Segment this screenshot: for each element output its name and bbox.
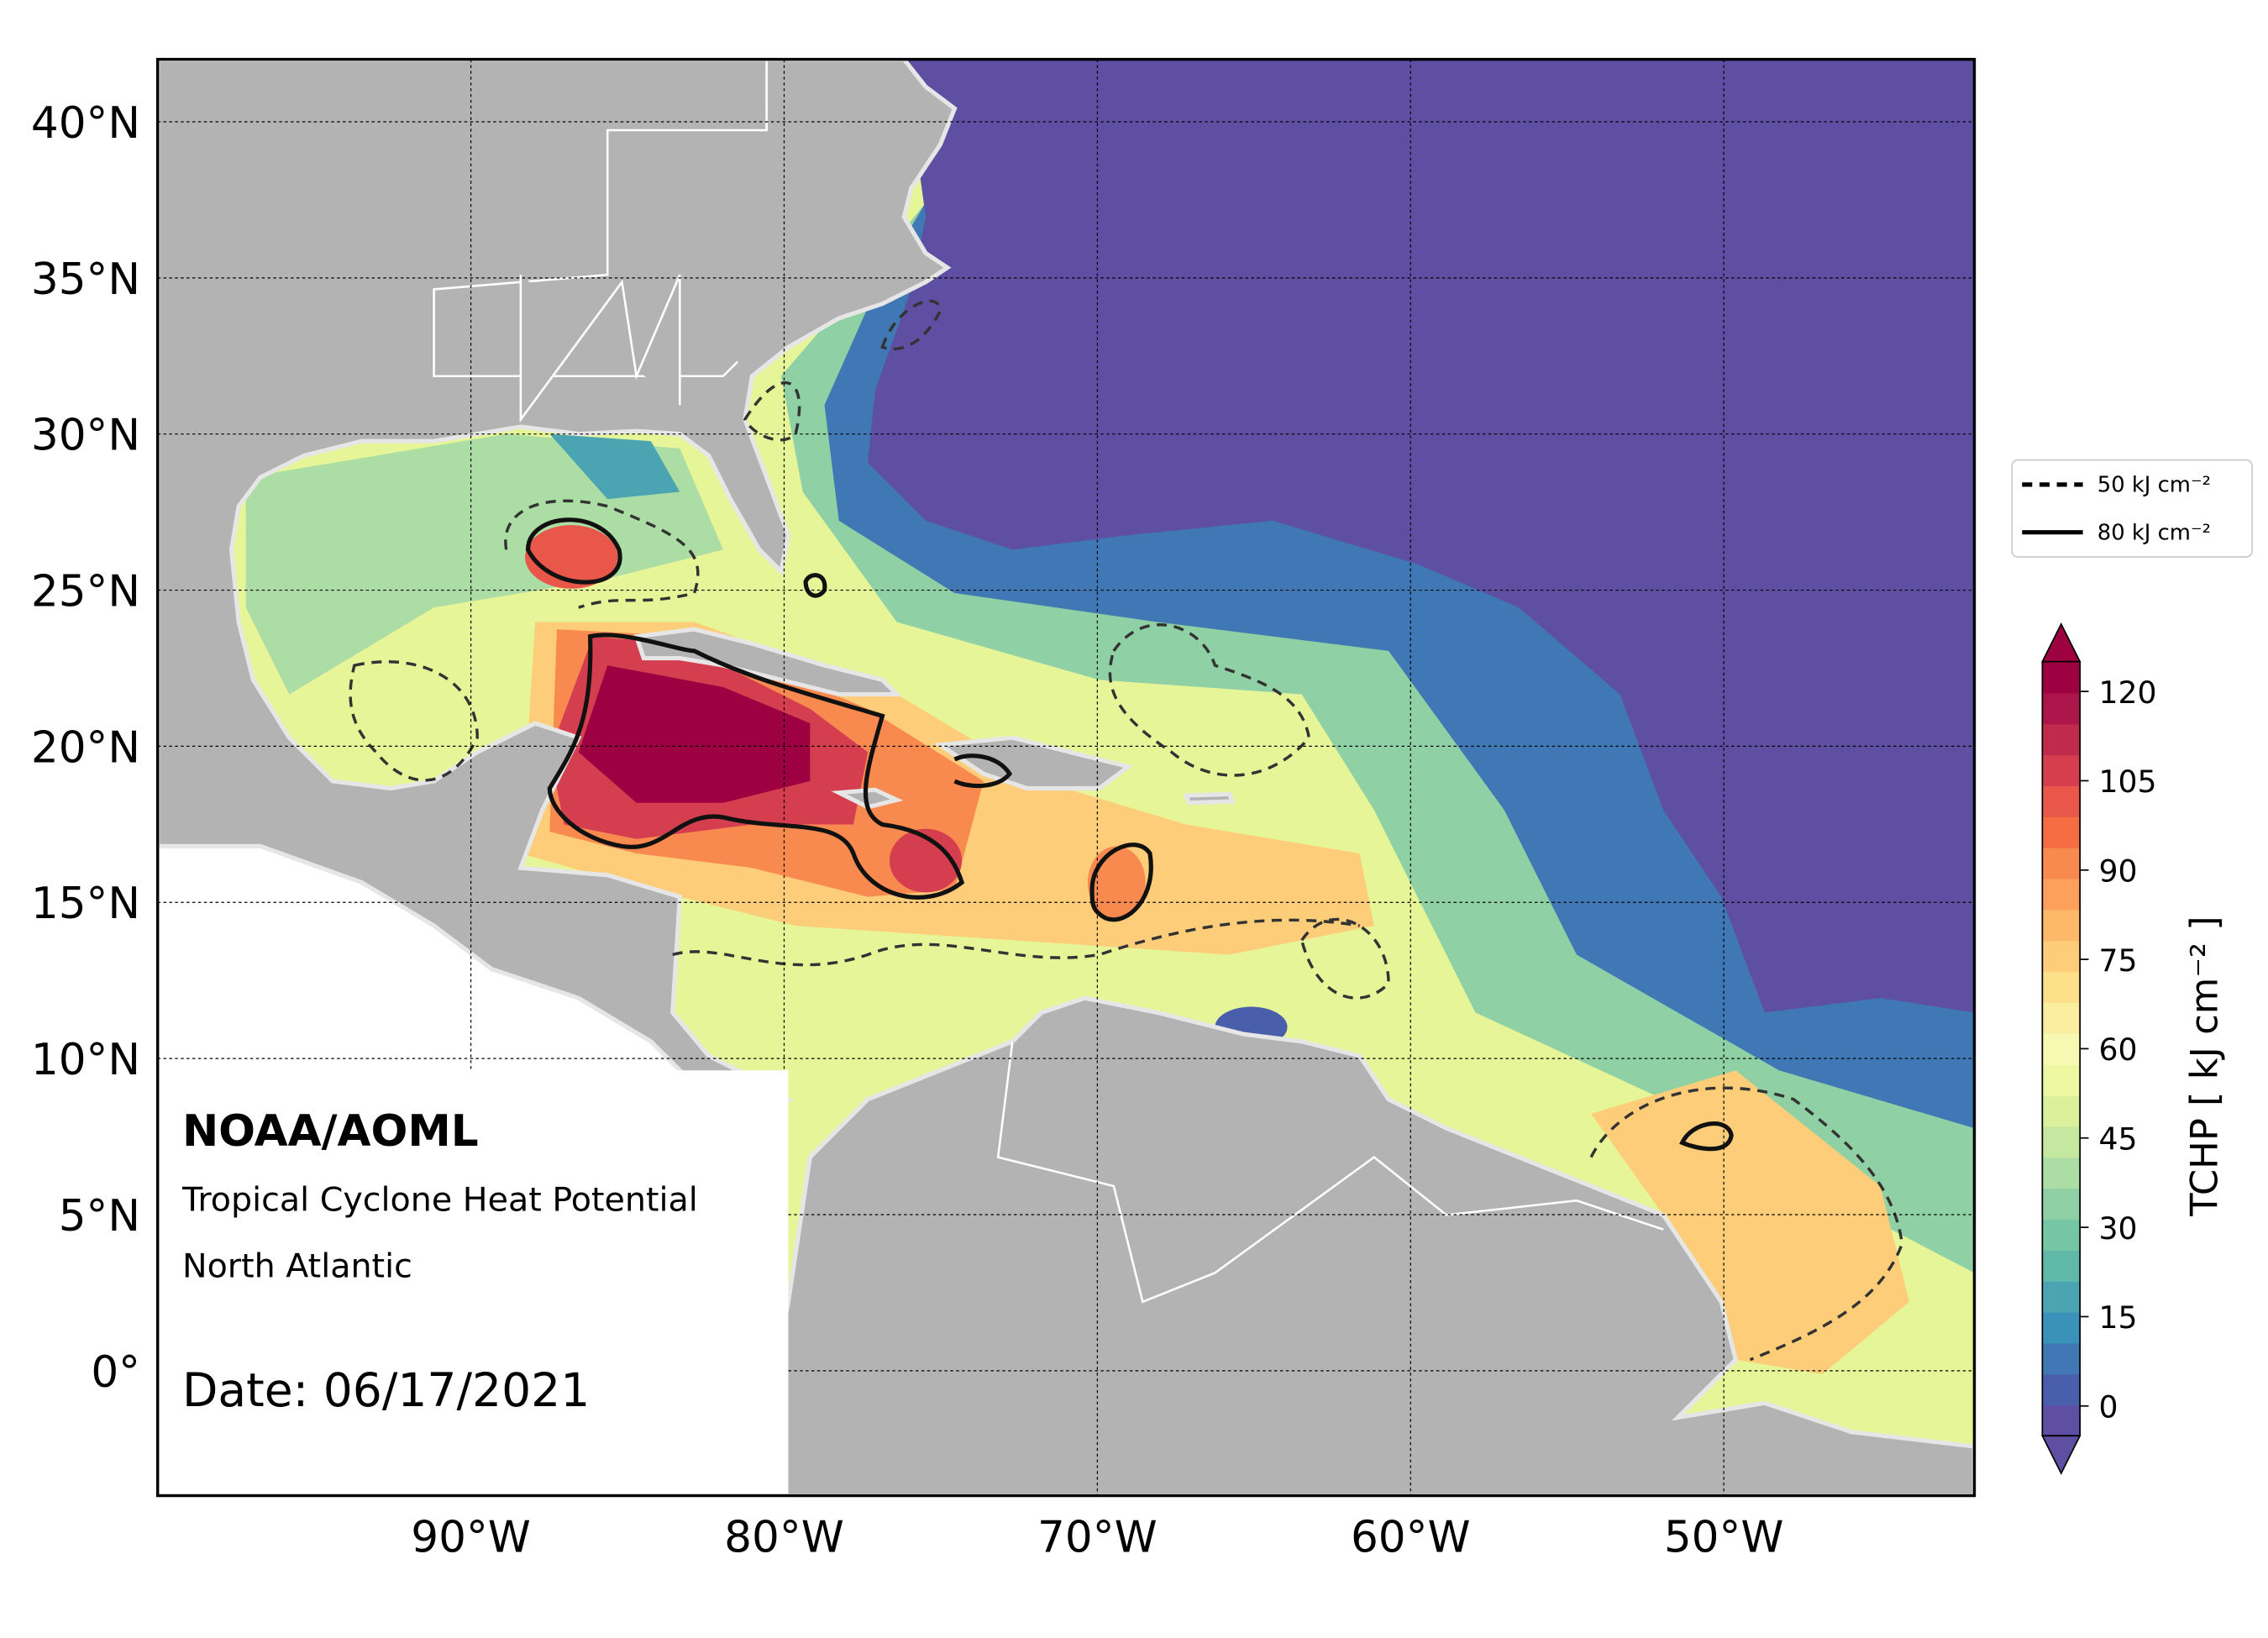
legend: 50 kJ cm⁻² 80 kJ cm⁻²: [2022, 472, 2211, 545]
colorbar: 0 15 30 45 60 75 90 105 120: [2040, 622, 2157, 1475]
y-tick-label: 10°N: [31, 1035, 140, 1085]
border: [996, 1041, 1664, 1304]
colorbar-band: [2042, 785, 2081, 817]
land: [933, 735, 1134, 791]
contour: [953, 753, 1013, 789]
ocean-band: [578, 665, 811, 803]
colorbar-tick-label: 30: [2099, 1210, 2138, 1247]
contour: [1108, 623, 1311, 777]
colorbar-extend: [2040, 1435, 2082, 1475]
y-tick-label: 15°N: [31, 879, 140, 929]
region-label: North Atlantic: [182, 1247, 412, 1286]
colorbar-label: TCHP [ kJ cm⁻² ]: [2182, 916, 2227, 1216]
colorbar-tick-label: 45: [2099, 1121, 2138, 1158]
colorbar-band: [2042, 971, 2081, 1004]
colorbar-tick-label: 75: [2099, 942, 2138, 979]
y-tick-label: 40°N: [31, 98, 140, 149]
legend-label: 80 kJ cm⁻²: [2097, 520, 2211, 545]
colorbar-band: [2042, 1002, 2081, 1034]
land: [1183, 791, 1236, 806]
colorbar-band: [2042, 816, 2081, 848]
y-tick-label: 5°N: [59, 1191, 140, 1242]
colorbar-band: [2042, 1157, 2081, 1189]
colorbar-band: [2042, 692, 2081, 725]
colorbar-band: [2042, 1342, 2081, 1375]
colorbar-band: [2042, 878, 2081, 911]
y-tick-label: 35°N: [31, 255, 140, 305]
colorbar-band: [2042, 909, 2081, 942]
colorbar-tick-label: 105: [2099, 764, 2157, 800]
colorbar-band: [2042, 1311, 2081, 1344]
colorbar-tick-label: 15: [2099, 1299, 2138, 1336]
ocean-band: [868, 59, 1975, 1013]
contour: [525, 517, 622, 585]
colorbar-band: [2042, 723, 2081, 756]
colorbar-band: [2042, 1219, 2081, 1251]
contour: [672, 918, 1360, 967]
land: [633, 627, 902, 697]
colorbar-tick-label: 0: [2099, 1389, 2118, 1425]
contour: [743, 381, 801, 442]
x-tick-label: 80°W: [724, 1513, 844, 1563]
x-tick-label: 60°W: [1351, 1513, 1471, 1563]
x-tick-label: 50°W: [1664, 1513, 1784, 1563]
y-tick-label: 0°: [91, 1347, 140, 1398]
ocean-band: [889, 828, 963, 893]
colorbar-band: [2042, 1063, 2081, 1096]
contour: [1589, 1086, 1904, 1362]
y-tick-label: 20°N: [31, 722, 140, 773]
colorbar-tick-label: 120: [2099, 675, 2157, 711]
colorbar-band: [2042, 661, 2081, 694]
contour: [1679, 1121, 1734, 1152]
contour: [1089, 843, 1153, 922]
ocean-band: [1591, 1070, 1909, 1374]
contour: [1299, 917, 1390, 1000]
y-tick-label: 30°N: [31, 411, 140, 461]
colorbar-band: [2042, 1033, 2081, 1065]
annotation-box: [157, 1070, 789, 1496]
x-tick-label: 90°W: [411, 1513, 531, 1563]
border: [519, 274, 681, 423]
product-label: Tropical Cyclone Heat Potential: [181, 1180, 698, 1219]
ocean-band: [549, 433, 680, 500]
ocean-band: [245, 433, 723, 695]
colorbar-band: [2042, 1188, 2081, 1221]
colorbar-tick-label: 60: [2099, 1032, 2138, 1068]
colorbar-band: [2042, 940, 2081, 973]
contour: [504, 499, 700, 609]
border: [433, 59, 768, 378]
colorbar-band: [2042, 847, 2081, 879]
y-tick-label: 25°N: [31, 566, 140, 617]
colorbar-band: [2042, 1280, 2081, 1313]
colorbar-band: [2042, 1373, 2081, 1406]
axes: 90°W 80°W 70°W 60°W 50°W 0° 5°N 10°N 15°N 20°N 25°…: [31, 59, 1975, 1563]
map-frame: [155, 57, 1977, 1498]
date-label: Date: 06/17/2021: [182, 1363, 590, 1417]
colorbar-band: [2042, 1126, 2081, 1158]
colorbar-extend: [2040, 622, 2082, 663]
colorbar-band: [2042, 1095, 2081, 1127]
legend-label: 50 kJ cm⁻²: [2097, 472, 2211, 497]
contour: [547, 633, 965, 900]
colorbar-band: [2042, 754, 2081, 786]
contour: [349, 660, 479, 782]
org-label: NOAA/AOML: [182, 1106, 479, 1157]
x-tick-label: 70°W: [1037, 1513, 1158, 1563]
colorbar-tick-label: 90: [2099, 853, 2138, 890]
colorbar-band: [2042, 1250, 2081, 1282]
colorbar-band: [2042, 1404, 2081, 1437]
